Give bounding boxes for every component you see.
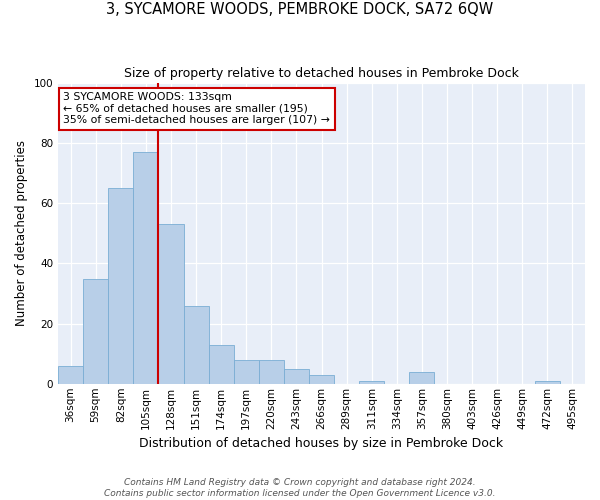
Y-axis label: Number of detached properties: Number of detached properties (15, 140, 28, 326)
Bar (184, 306, 209, 384)
Bar (233, 360, 259, 384)
Text: 3, SYCAMORE WOODS, PEMBROKE DOCK, SA72 6QW: 3, SYCAMORE WOODS, PEMBROKE DOCK, SA72 6… (106, 2, 494, 18)
Bar (409, 372, 434, 384)
Bar (209, 344, 233, 384)
Bar (259, 360, 284, 384)
Bar (309, 374, 334, 384)
Bar (284, 368, 309, 384)
Text: 3 SYCAMORE WOODS: 133sqm
← 65% of detached houses are smaller (195)
35% of semi-: 3 SYCAMORE WOODS: 133sqm ← 65% of detach… (64, 92, 330, 126)
Bar (108, 188, 133, 384)
Bar (133, 152, 158, 384)
Title: Size of property relative to detached houses in Pembroke Dock: Size of property relative to detached ho… (124, 68, 519, 80)
Text: Contains HM Land Registry data © Crown copyright and database right 2024.
Contai: Contains HM Land Registry data © Crown c… (104, 478, 496, 498)
X-axis label: Distribution of detached houses by size in Pembroke Dock: Distribution of detached houses by size … (139, 437, 503, 450)
Bar (535, 381, 560, 384)
Bar (158, 224, 184, 384)
Bar (359, 381, 384, 384)
Bar (58, 366, 83, 384)
Bar (83, 278, 108, 384)
